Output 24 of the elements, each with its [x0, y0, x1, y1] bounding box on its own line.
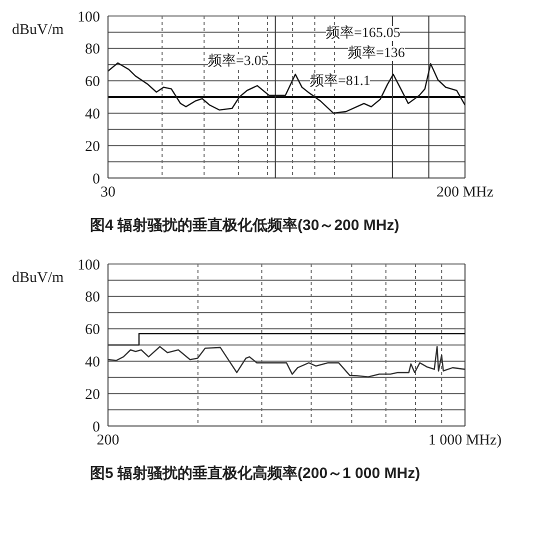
y-axis-title: dBuV/m: [12, 270, 64, 287]
x-tick-label: 30: [100, 184, 116, 201]
annotation: 频率=165.05: [326, 26, 400, 41]
y-tick-label: 0: [92, 419, 100, 436]
x-tick-label: 200 MHz: [436, 184, 494, 201]
y-tick-label: 20: [85, 138, 100, 155]
y-tick-label: 80: [85, 290, 100, 306]
y-tick-label: 80: [85, 42, 100, 58]
y-tick-label: 100: [78, 257, 100, 274]
y-tick-label: 0: [92, 171, 100, 188]
y-tick-label: 20: [85, 386, 100, 403]
text: 图4 辐射骚扰的垂直极化低频率(30～200 MHz): [90, 216, 400, 235]
annotation: 频率=81.1: [310, 74, 370, 89]
y-tick-label: 100: [78, 9, 100, 26]
annotation: 频率=136: [348, 46, 405, 61]
y-tick-label: 40: [85, 106, 100, 123]
y-axis-title: dBuV/m: [12, 22, 64, 39]
x-tick-label: 200: [96, 432, 120, 449]
text: 图5 辐射骚扰的垂直极化高频率(200～1 000 MHz): [90, 464, 420, 483]
y-tick-label: 60: [85, 322, 100, 338]
y-tick-label: 40: [85, 354, 100, 371]
annotation: 频率=3.05: [208, 54, 268, 69]
x-tick-label: 1 000 MHz): [428, 432, 502, 449]
y-tick-label: 60: [85, 74, 100, 90]
